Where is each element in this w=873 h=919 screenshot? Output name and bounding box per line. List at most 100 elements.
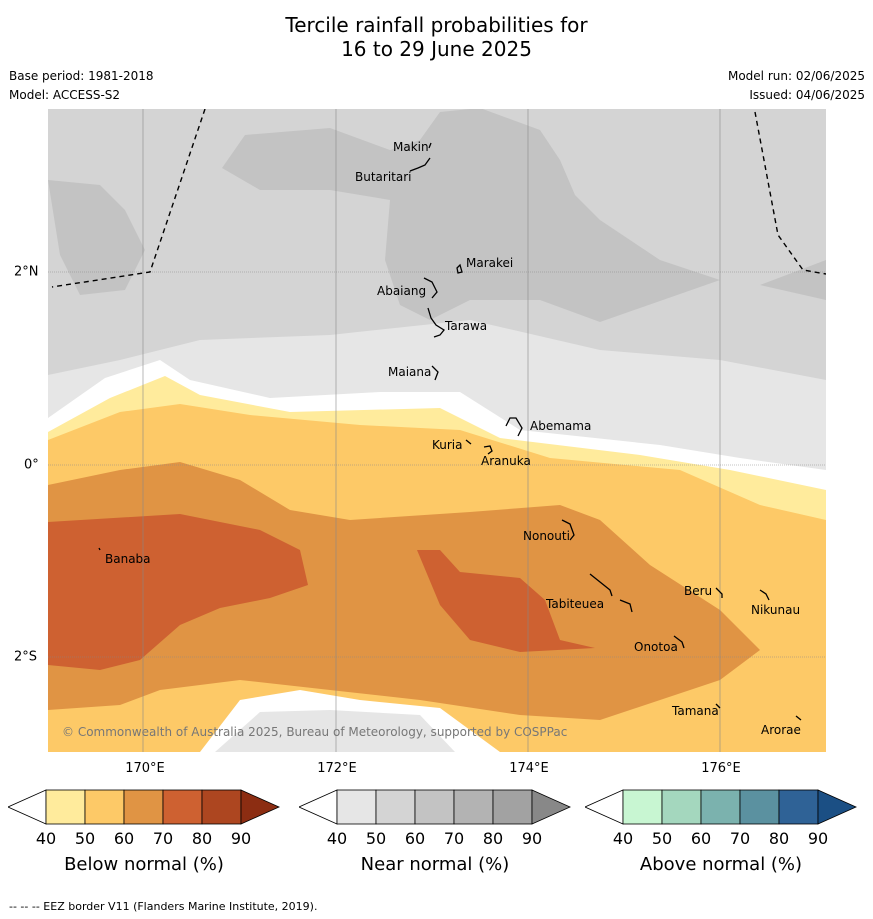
lon-label-172e: 172°E xyxy=(317,761,357,776)
colorbar-extend-low xyxy=(299,789,338,825)
legend-tick: 60 xyxy=(113,829,135,848)
island-label-tamana: Tamana xyxy=(672,704,719,718)
colorbar-above-normal xyxy=(585,789,857,825)
beru-shape xyxy=(715,587,723,598)
island-label-abemama: Abemama xyxy=(530,419,592,433)
model-name: Model: ACCESS-S2 xyxy=(9,88,121,102)
marakei-shape xyxy=(456,263,463,274)
island-label-beru: Beru xyxy=(684,584,713,598)
legend-tick: 50 xyxy=(365,829,387,848)
butaritari-shape xyxy=(409,157,431,172)
tabiteuea-north-shape xyxy=(589,573,613,597)
legend-tick: 90 xyxy=(807,829,829,848)
colorbar-segment xyxy=(661,789,702,825)
near-normal-60-region xyxy=(222,109,720,322)
lon-label-176e: 176°E xyxy=(701,761,741,776)
colorbar-below-normal xyxy=(8,789,280,825)
island-label-butaritari: Butaritari xyxy=(355,170,412,184)
colorbar-extend-low xyxy=(8,789,47,825)
colorbar-segment xyxy=(492,789,533,825)
colorbar-segment xyxy=(622,789,663,825)
nikunau-shape xyxy=(759,589,770,601)
below-normal-70-region xyxy=(48,514,308,670)
island-shapes xyxy=(98,142,802,721)
makin-shape xyxy=(428,142,432,149)
island-label-arorae: Arorae xyxy=(761,723,801,737)
island-label-kuria: Kuria xyxy=(432,438,463,452)
legend-above-normal: 40 50 60 70 80 90 Above normal (%) xyxy=(585,787,857,877)
island-label-makin: Makin xyxy=(393,140,429,154)
colorbar-extend-high xyxy=(531,789,571,825)
legend-tick: 70 xyxy=(729,829,751,848)
colorbar-segment xyxy=(201,789,242,825)
near-normal-60-region xyxy=(760,260,826,300)
colorbar-segment xyxy=(739,789,780,825)
eez-border-west xyxy=(51,109,206,288)
lat-label-equator: 0° xyxy=(24,457,39,473)
colorbar-segment xyxy=(162,789,203,825)
graticule xyxy=(48,109,826,752)
colorbar-segment xyxy=(778,789,819,825)
tamana-shape xyxy=(715,703,721,709)
legend-tick: 80 xyxy=(191,829,213,848)
legend-tick: 40 xyxy=(326,829,348,848)
model-run: Model run: 02/06/2025 xyxy=(727,69,865,83)
onotoa-shape xyxy=(673,635,685,649)
island-label-aranuka: Aranuka xyxy=(481,454,531,468)
eez-footnote: -- -- -- EEZ border V11 (Flanders Marine… xyxy=(9,900,318,913)
colorbar-extend-high xyxy=(240,789,280,825)
island-label-marakei: Marakei xyxy=(466,256,514,270)
issued-date: Issued: 04/06/2025 xyxy=(749,88,865,102)
copyright-notice: © Commonwealth of Australia 2025, Bureau… xyxy=(62,725,568,739)
legend-tick: 60 xyxy=(404,829,426,848)
colorbar-segment xyxy=(123,789,164,825)
colorbar-segment xyxy=(375,789,416,825)
tabiteuea-south-shape xyxy=(619,599,633,613)
abaiang-shape xyxy=(423,277,438,299)
colorbar-segment xyxy=(414,789,455,825)
island-label-abaiang: Abaiang xyxy=(377,284,427,298)
legend-tick: 90 xyxy=(521,829,543,848)
base-period: Base period: 1981-2018 xyxy=(9,69,154,83)
colorbar-segment xyxy=(700,789,741,825)
legend-tick: 90 xyxy=(230,829,252,848)
nonouti-shape xyxy=(561,519,575,541)
below-normal-70-region xyxy=(417,550,595,652)
lon-label-174e: 174°E xyxy=(509,761,549,776)
colorbar-segment xyxy=(453,789,494,825)
legend-tick: 50 xyxy=(651,829,673,848)
lat-label-2s: 2°S xyxy=(14,649,38,665)
legend-tick: 40 xyxy=(612,829,634,848)
legend-tick: 60 xyxy=(690,829,712,848)
colorbar-segment xyxy=(84,789,125,825)
eez-border xyxy=(51,109,826,288)
legend-title-above-normal: Above normal (%) xyxy=(639,854,803,875)
title-line-1: Tercile rainfall probabilities for xyxy=(285,13,588,37)
title-line-2: 16 to 29 June 2025 xyxy=(341,37,532,61)
lat-label-2n: 2°N xyxy=(14,264,39,280)
island-label-maiana: Maiana xyxy=(388,365,432,379)
colorbar-segment xyxy=(45,789,86,825)
abemama-shape xyxy=(505,417,523,437)
near-normal-60-region xyxy=(48,180,145,295)
legend-tick: 40 xyxy=(35,829,57,848)
colorbar-extend-high xyxy=(817,789,857,825)
eez-border-east xyxy=(754,111,826,275)
island-label-banaba: Banaba xyxy=(105,552,151,566)
legend-tick: 80 xyxy=(768,829,790,848)
maiana-shape xyxy=(431,365,439,381)
legend-title-below-normal: Below normal (%) xyxy=(64,854,224,875)
kuria-shape xyxy=(465,439,472,445)
banaba-shape xyxy=(98,547,101,551)
island-label-tabiteuea: Tabiteuea xyxy=(546,597,605,611)
lon-label-170e: 170°E xyxy=(125,761,165,776)
island-label-onotoa: Onotoa xyxy=(634,640,678,654)
aranuka-shape xyxy=(483,445,493,455)
island-label-nikunau: Nikunau xyxy=(751,603,801,617)
colorbar-extend-low xyxy=(585,789,624,825)
legend-below-normal: 40 50 60 70 80 90 Below normal (%) xyxy=(8,787,280,877)
island-label-tarawa: Tarawa xyxy=(445,319,488,333)
legend-tick: 70 xyxy=(443,829,465,848)
colorbar-near-normal xyxy=(299,789,571,825)
